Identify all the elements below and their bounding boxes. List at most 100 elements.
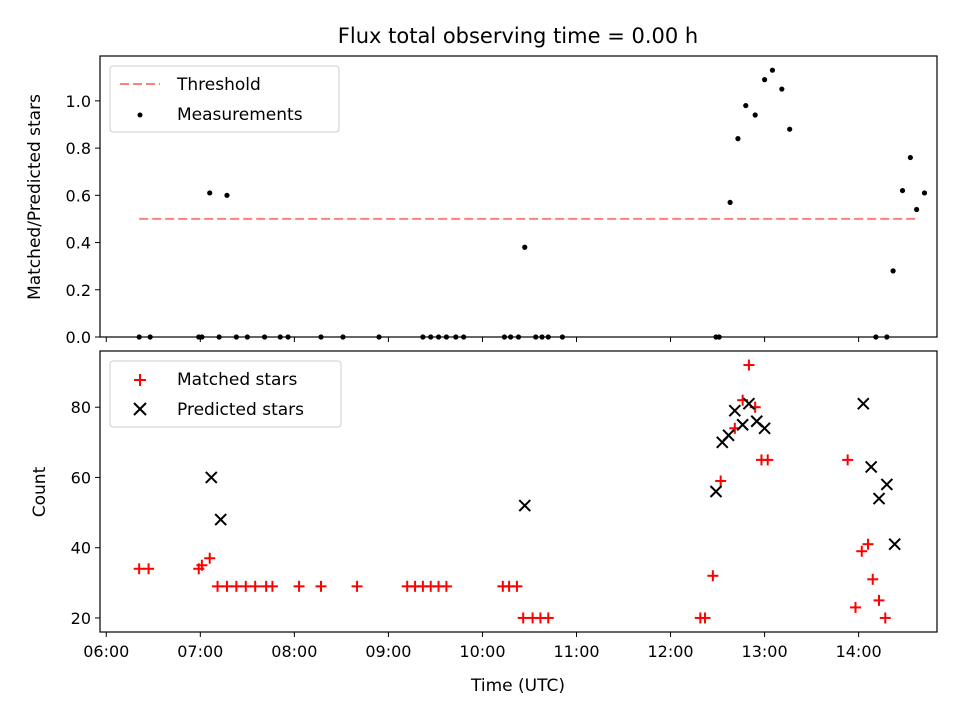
bottom-x-ticks: 06:00 07:00 08:00 09:00 10:00 11:00 12:00 13:00… xyxy=(83,632,882,661)
top-y-tick-label-0: 0.0 xyxy=(66,328,91,347)
bot-x-tick-label-2: 08:00 xyxy=(271,642,317,661)
measurement-point xyxy=(914,206,920,213)
matched-star-point xyxy=(212,580,224,592)
bot-y-tick-label-1: 40 xyxy=(71,539,91,558)
measurement-point xyxy=(207,190,213,196)
bot-x-tick-label-8: 14:00 xyxy=(836,642,882,661)
measurement-point xyxy=(890,268,896,274)
matched-star-point xyxy=(699,612,711,624)
top-y-tick-label-4: 0.8 xyxy=(66,139,91,158)
bottom-panel: 20 40 60 80 06:00 07:00 08:00 09:00 10:00 11:00 1… xyxy=(30,350,938,696)
matched-star-point xyxy=(517,612,529,624)
matched-star-point xyxy=(856,545,868,557)
matched-star-point xyxy=(743,359,755,371)
bottom-y-axis-label: Count xyxy=(30,466,50,517)
matched-star-point xyxy=(440,580,452,592)
predicted-star-point xyxy=(872,492,886,505)
bottom-y-ticks: 20 40 60 80 xyxy=(71,398,100,628)
predicted-star-point xyxy=(758,422,771,435)
measurement-point xyxy=(522,244,528,250)
bottom-x-axis-label: Time (UTC) xyxy=(470,676,565,696)
bot-x-tick-label-1: 07:00 xyxy=(177,642,223,661)
matched-star-point xyxy=(266,580,278,592)
matched-star-point xyxy=(707,570,719,582)
bot-x-tick-label-0: 06:00 xyxy=(83,642,129,661)
measurement-point xyxy=(752,112,758,118)
predicted-star-point xyxy=(742,397,756,410)
predicted-legend-label: Predicted stars xyxy=(177,400,304,420)
top-chart-title: Flux total observing time = 0.00 h xyxy=(338,24,698,48)
measurement-point xyxy=(899,187,906,194)
bot-x-tick-label-3: 09:00 xyxy=(365,642,411,661)
matched-star-point xyxy=(230,580,242,592)
matched-star-point xyxy=(204,552,216,564)
matched-star-point xyxy=(143,563,155,575)
matched-star-point xyxy=(221,580,233,592)
matched-star-point xyxy=(879,612,891,624)
matched-star-point xyxy=(867,573,879,585)
threshold-legend-label: Threshold xyxy=(176,75,261,95)
predicted-star-point xyxy=(205,471,218,484)
bot-x-tick-label-5: 11:00 xyxy=(553,642,599,661)
matched-legend-label: Matched stars xyxy=(177,370,297,390)
predicted-star-point xyxy=(709,485,723,498)
bot-series-1 xyxy=(205,397,901,551)
predicted-star-point xyxy=(214,513,227,526)
measurement-point xyxy=(727,199,733,206)
bot-x-tick-label-7: 13:00 xyxy=(742,642,788,661)
measurement-point xyxy=(743,102,749,109)
top-legend-box xyxy=(109,65,340,133)
measurement-point xyxy=(769,67,776,73)
matched-star-point xyxy=(542,612,554,624)
matched-star-point xyxy=(196,559,208,571)
measurements-legend-label: Measurements xyxy=(177,105,303,125)
matched-star-point xyxy=(715,475,727,487)
predicted-star-point xyxy=(728,404,742,417)
matched-star-point xyxy=(351,580,363,592)
bottom-legend-box xyxy=(109,360,342,428)
bot-y-tick-label-2: 60 xyxy=(71,468,91,487)
bottom-plot-area xyxy=(133,359,901,624)
measurement-point xyxy=(787,126,793,132)
predicted-star-point xyxy=(722,429,735,442)
matched-star-point xyxy=(762,454,774,466)
measurement-point xyxy=(921,190,928,196)
predicted-star-point xyxy=(888,537,901,551)
predicted-star-point xyxy=(736,418,749,431)
top-y-tick-label-5: 1.0 xyxy=(66,92,91,111)
top-legend: Threshold Measurements xyxy=(109,65,340,133)
top-x-ticks xyxy=(105,337,860,342)
matched-star-point xyxy=(249,580,261,592)
measurement-point xyxy=(779,86,785,92)
bottom-legend: Matched stars Predicted stars xyxy=(109,360,342,428)
bot-x-tick-label-6: 12:00 xyxy=(647,642,693,661)
measurement-point xyxy=(224,192,230,198)
bot-y-tick-label-3: 80 xyxy=(71,398,91,417)
matched-star-point xyxy=(315,580,327,592)
matched-star-point xyxy=(511,580,523,592)
top-y-tick-label-2: 0.4 xyxy=(66,234,91,253)
matched-star-point xyxy=(133,563,145,575)
bot-series-0 xyxy=(133,359,891,624)
measurement-point xyxy=(907,154,913,161)
top-y-tick-label-1: 0.2 xyxy=(66,281,91,300)
top-panel: Flux total observing time = 0.00 h 0.00.… xyxy=(25,24,938,347)
measurements-legend-swatch xyxy=(137,112,143,118)
matched-star-point xyxy=(842,454,854,466)
top-axes-frame xyxy=(99,55,938,338)
bot-y-tick-label-0: 20 xyxy=(71,609,91,628)
predicted-star-point xyxy=(864,460,878,474)
bottom-axes-frame xyxy=(99,350,938,633)
measurement-point xyxy=(761,77,768,83)
matched-star-point xyxy=(862,538,874,550)
top-y-tick-label-3: 0.6 xyxy=(66,186,91,205)
top-y-ticks: 0.0 0.2 0.4 0.6 0.8 1.0 xyxy=(66,92,100,347)
top-y-axis-label: Matched/Predicted stars xyxy=(25,94,45,300)
measurement-point xyxy=(735,136,741,142)
matched-star-point xyxy=(293,580,305,592)
matched-star-point xyxy=(873,594,885,606)
matched-star-point xyxy=(240,580,252,592)
matched-star-point xyxy=(849,601,861,613)
matched-legend-swatch xyxy=(134,374,146,386)
